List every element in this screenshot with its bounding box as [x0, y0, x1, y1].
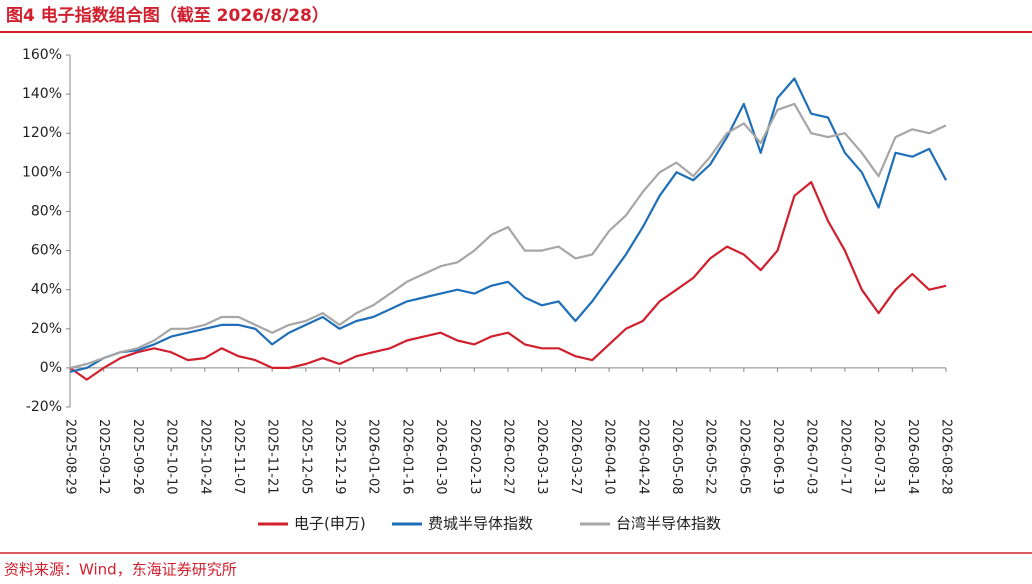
y-tick-label: 100%	[22, 164, 62, 180]
x-tick-label: 2026-05-08	[669, 419, 684, 495]
x-tick-label: 2026-03-13	[534, 419, 549, 495]
x-tick-label: 2025-10-10	[164, 419, 179, 495]
x-tick-label: 2026-06-19	[770, 419, 785, 495]
x-tick-label: 2026-06-05	[736, 419, 751, 495]
x-tick-label: 2026-07-31	[871, 419, 886, 495]
y-tick-label: 40%	[31, 282, 62, 298]
x-tick-label: 2025-12-05	[298, 419, 313, 495]
series-line	[69, 102, 947, 369]
y-tick-label: 120%	[22, 125, 62, 141]
y-tick-label: -20%	[26, 399, 62, 415]
y-tick-label: 60%	[31, 243, 62, 259]
x-tick-label: 2026-01-02	[366, 419, 381, 495]
x-tick-label: 2025-12-19	[332, 419, 347, 495]
x-tick-label: 2026-07-03	[804, 419, 819, 495]
x-tick-label: 2026-04-24	[635, 419, 650, 495]
legend-label: 费城半导体指数	[428, 515, 533, 533]
x-tick-label: 2026-08-28	[939, 419, 954, 495]
x-tick-label: 2025-11-07	[231, 419, 246, 495]
x-tick-label: 2026-01-30	[433, 419, 448, 495]
chart-title: 图4 电子指数组合图（截至 2026/8/28）	[6, 5, 329, 26]
x-tick-label: 2026-02-27	[501, 419, 516, 495]
x-tick-label: 2025-08-29	[63, 419, 78, 495]
x-tick-label: 2025-09-12	[96, 419, 111, 495]
x-tick-label: 2025-11-21	[265, 419, 280, 495]
y-tick-label: 160%	[22, 47, 62, 63]
x-tick-label: 2026-01-16	[399, 419, 414, 495]
x-tick-label: 2026-05-22	[703, 419, 718, 495]
x-tick-label: 2026-07-17	[837, 419, 852, 495]
series-line	[69, 181, 947, 381]
y-tick-label: 20%	[31, 321, 62, 337]
x-tick-label: 2025-09-26	[130, 419, 145, 495]
x-tick-label: 2026-02-13	[467, 419, 482, 495]
x-tick-label: 2026-08-14	[905, 419, 920, 495]
y-tick-label: 80%	[31, 203, 62, 219]
y-tick-label: 140%	[22, 86, 62, 102]
source: 资料来源：Wind，东海证券研究所	[4, 561, 237, 579]
legend-label: 台湾半导体指数	[616, 515, 721, 533]
y-tick-label: 0%	[40, 360, 62, 376]
legend-label: 电子(申万)	[294, 515, 366, 533]
series-line	[69, 77, 947, 373]
x-tick-label: 2026-04-10	[602, 419, 617, 495]
x-tick-label: 2025-10-24	[197, 419, 212, 495]
x-tick-label: 2026-03-27	[568, 419, 583, 495]
